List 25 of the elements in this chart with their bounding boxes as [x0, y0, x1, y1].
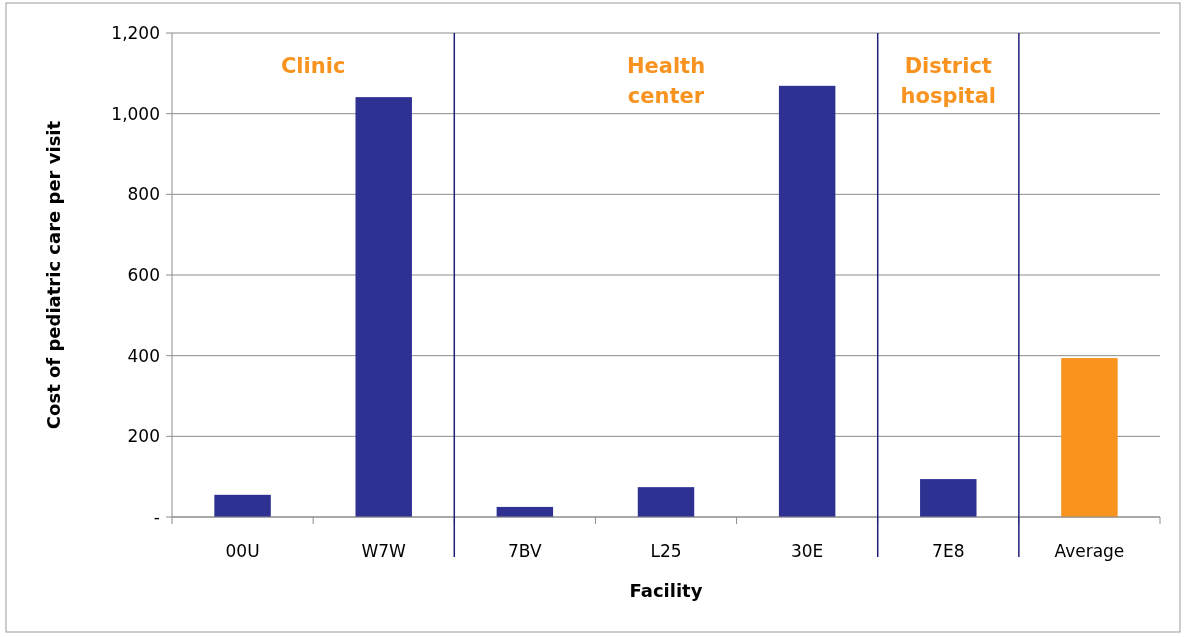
bar: [778, 85, 836, 517]
x-tick-label: Average: [1054, 541, 1125, 561]
x-tick-label: W7W: [361, 541, 407, 561]
x-tick-label: 7E8: [932, 541, 965, 561]
bar: [920, 479, 977, 517]
bar: [1061, 358, 1118, 517]
y-tick-label: 400: [127, 345, 160, 366]
y-tick-label: -: [153, 506, 160, 527]
annotation: Health center: [626, 54, 706, 108]
x-tick-label: 30E: [790, 541, 824, 561]
y-axis-title: Cost of pediatric care per visit: [43, 120, 64, 430]
bar: [355, 97, 412, 517]
y-tick-label: 600: [127, 264, 160, 285]
x-axis-title: Facility: [629, 580, 703, 601]
annotation: District hospital: [900, 54, 997, 108]
y-tick-label: 800: [127, 184, 160, 205]
y-tick-label: 1,000: [111, 103, 160, 124]
annotation: Clinic: [280, 54, 346, 78]
x-tick-label: 7BV: [508, 541, 543, 561]
x-tick-label: L25: [650, 541, 682, 561]
y-tick-label: 1,200: [111, 22, 160, 43]
y-tick-label: 200: [127, 426, 160, 447]
x-tick-label: 00U: [225, 541, 260, 561]
bar: [637, 487, 695, 517]
bar: [214, 494, 271, 517]
